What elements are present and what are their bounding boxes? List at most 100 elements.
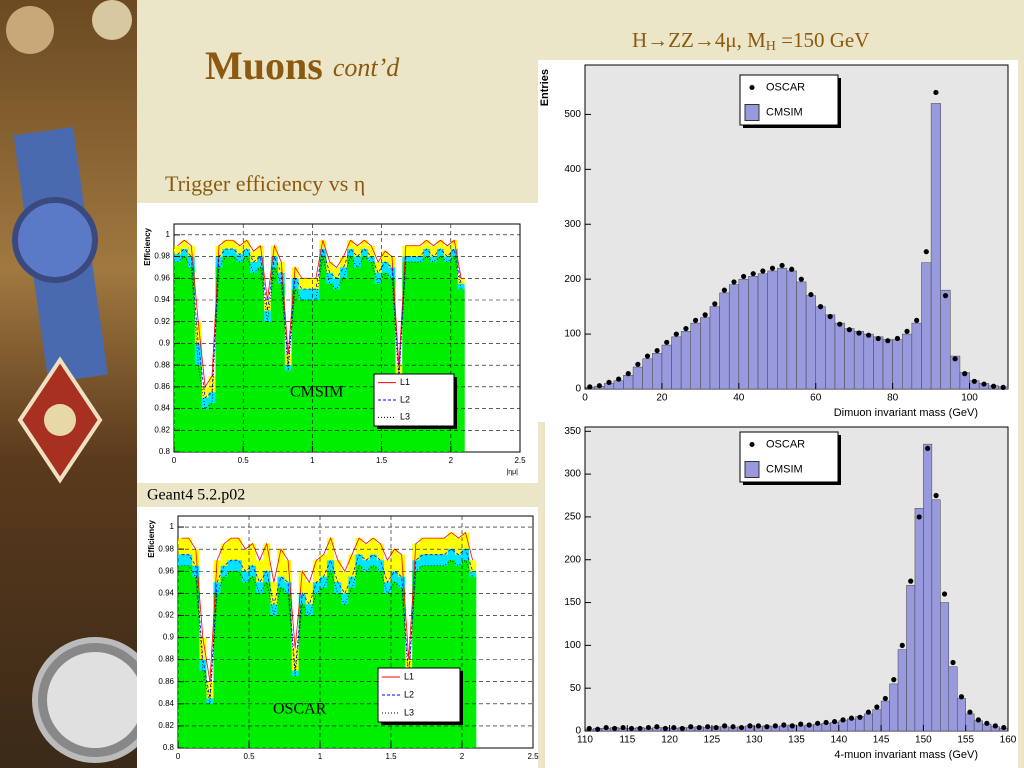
data-point [885,338,891,344]
x-tick-label: 160 [1000,735,1017,746]
y-tick-label: 0.9 [163,633,175,642]
y-tick-label: 0.88 [158,655,174,664]
legend-label: L1 [404,671,414,681]
data-point [914,317,920,323]
chart: 0.8 0.82 0.84 0.86 0.88 0.9 0.92 0.94 0.96 0.98 1 0… [147,515,539,761]
data-point [831,718,838,725]
hist-bar [767,270,778,390]
hist-bar [930,103,941,390]
y-tick-label: 50 [570,683,582,694]
y-tick-label: 0.88 [154,360,170,369]
data-point [721,723,728,729]
x-tick-label: 0.5 [243,752,255,761]
x-tick-label: 1 [318,752,323,761]
y-tick-label: 0.96 [154,273,170,282]
data-point [755,723,762,729]
heading-rest: =150 GeV [776,28,870,52]
y-tick-label: 1 [170,522,175,531]
x-tick-label: 135 [788,735,805,746]
hist-bar [661,344,672,390]
data-point [635,361,641,367]
data-point [981,381,987,387]
y-tick-label: 0.84 [158,699,174,708]
data-point [971,378,977,384]
hist-bar [738,278,749,390]
data-point [628,725,635,732]
data-point [713,724,719,731]
legend-label: CMSIM [766,106,803,118]
hist-bar [613,380,624,390]
y-tick-label: 0 [575,384,581,395]
data-point [865,709,872,715]
y-tick-label: 0.92 [158,611,174,620]
data-point [654,347,660,354]
y-tick-label: 100 [564,640,581,651]
data-point [664,339,670,345]
data-point [612,725,618,732]
data-point [620,724,626,731]
hist-bar [671,336,682,390]
y-tick-label: 0.96 [158,566,174,575]
series-line [181,548,474,699]
data-point [696,724,702,731]
data-point [747,723,753,729]
hist-bar [948,666,958,732]
data-point [891,677,897,683]
x-tick-label: 140 [830,735,847,746]
data-point [586,725,592,732]
hist-bar [700,317,711,390]
y-tick-label: 200 [564,554,581,565]
data-layer [584,89,1009,390]
caption: Geant4 5.2.p02 [147,487,245,504]
slide-title: Muons cont’d [205,43,400,88]
hist-bar [853,331,865,390]
legend-label: L3 [400,412,410,422]
y-tick-label: 0 [575,726,581,737]
hist-bar [786,270,797,390]
y-axis-label: Efficiency [143,227,152,265]
data-point [596,383,603,389]
data-point [637,725,643,732]
legend [377,667,461,723]
hist-bar [834,322,845,390]
data-point [992,723,998,729]
legend-label: L2 [404,689,414,699]
y-tick-label: 1 [166,230,171,239]
hist-bar [956,698,966,732]
data-point [967,709,973,715]
x-tick-label: 2 [449,456,454,465]
y-axis-label: Efficiency [147,519,156,557]
hist-bar [965,713,975,732]
series-line [181,559,474,704]
hist-bar [757,273,768,390]
x-axis-label: 4-muon invariant mass (GeV) [834,749,978,761]
hist-bar [642,358,653,390]
x-tick-label: 150 [915,735,932,746]
data-point [688,724,694,730]
y-tick-label: 200 [564,274,581,285]
x-tick-label: 1 [310,456,315,465]
data-point [781,722,787,728]
x-tick-label: 2.5 [514,456,526,465]
hist-bar [815,306,826,390]
data-point [848,715,855,721]
y-tick-label: 0.84 [154,404,170,413]
x-tick-label: 0 [172,456,177,465]
x-tick-label: 145 [873,735,890,746]
data-point [904,328,910,334]
data-point [654,724,660,730]
x-tick-label: 120 [661,735,678,746]
data-point [760,268,766,274]
hist-bar [632,366,643,390]
subtitle: Trigger efficiency vs η [165,171,365,196]
y-tick-label: 500 [564,109,581,120]
hist-bar [906,585,916,732]
hist-bar [911,322,922,390]
hist-bar [719,292,730,390]
data-point [874,704,880,710]
data-point [925,445,931,452]
data-point [705,724,711,730]
data-point [933,492,939,499]
chart: 0.8 0.82 0.84 0.86 0.88 0.9 0.92 0.94 0.96 0.98 1 0… [143,223,526,476]
data-point [798,276,804,282]
